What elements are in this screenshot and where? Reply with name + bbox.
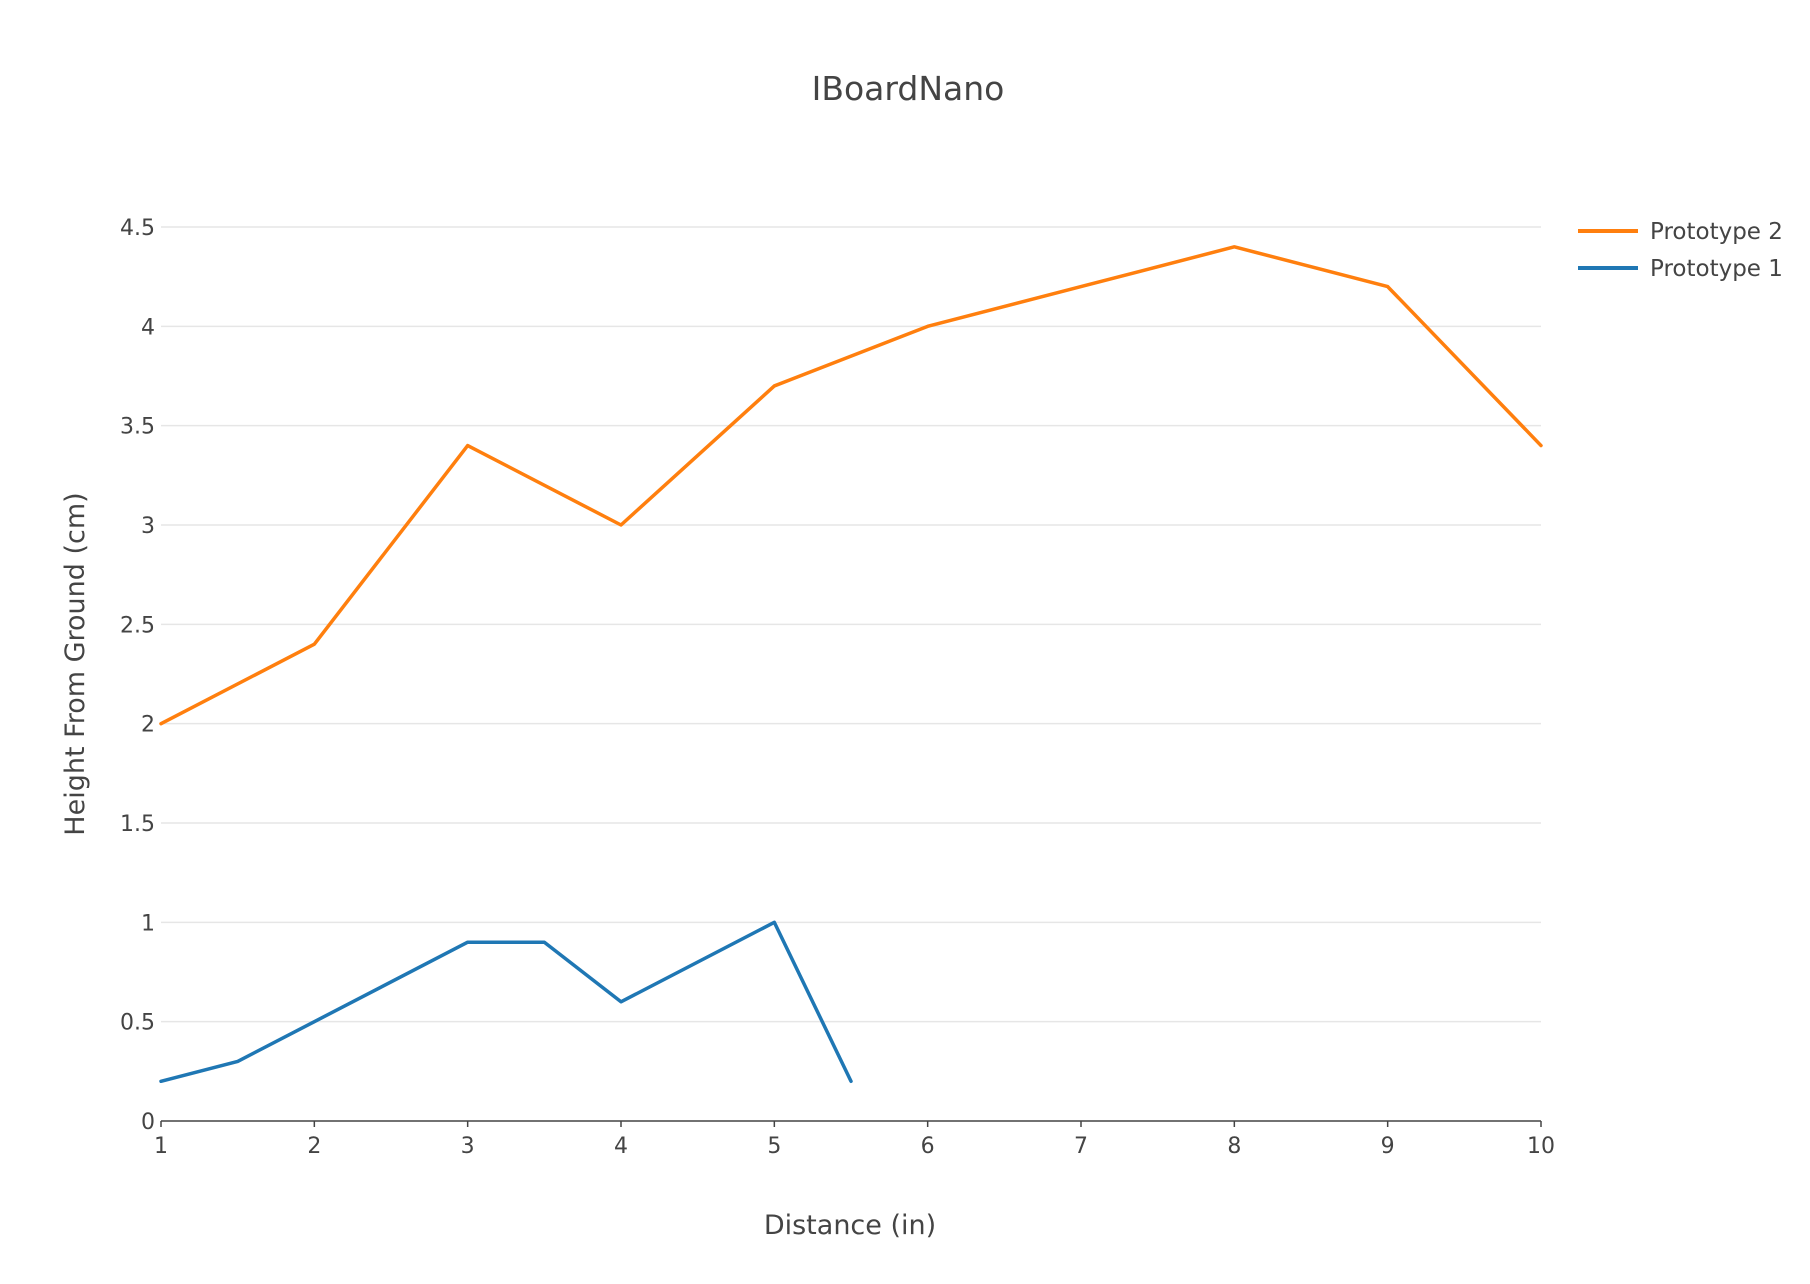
x-tick-label: 8 (1227, 1134, 1241, 1159)
series-lines (157, 243, 1545, 1085)
data-point-prototype-1[interactable] (157, 1077, 165, 1085)
y-tick-label: 4 (141, 315, 155, 340)
y-tick-label: 2 (141, 713, 155, 738)
series-line-prototype-2[interactable] (159, 245, 1543, 726)
x-tick-label: 7 (1074, 1134, 1088, 1159)
y-axis-title: Height From Ground (cm) (60, 492, 91, 835)
axes (160, 1120, 1542, 1127)
data-point-prototype-1[interactable] (310, 1018, 318, 1026)
legend: Prototype 2 Prototype 1 (1578, 219, 1783, 282)
data-point-prototype-2[interactable] (770, 382, 778, 390)
x-tick-label: 6 (921, 1134, 935, 1159)
x-tick-label: 4 (614, 1134, 628, 1159)
y-tick-label: 1.5 (120, 812, 155, 837)
x-axis-title: Distance (in) (764, 1210, 936, 1241)
legend-item-prototype-1[interactable]: Prototype 1 (1578, 256, 1783, 282)
legend-label-prototype-2: Prototype 2 (1650, 219, 1783, 245)
x-tick-label: 3 (461, 1134, 475, 1159)
x-tick-label: 9 (1381, 1134, 1395, 1159)
y-tick-label: 0 (141, 1110, 155, 1135)
data-point-prototype-1[interactable] (617, 998, 625, 1006)
gridlines (161, 226, 1541, 1023)
data-point-prototype-1[interactable] (464, 938, 472, 946)
y-tick-label: 0.5 (120, 1011, 155, 1036)
x-tick-label: 5 (767, 1134, 781, 1159)
y-tick-label: 1 (141, 911, 155, 936)
data-point-prototype-1[interactable] (770, 918, 778, 926)
chart-title: IBoardNano (812, 69, 1005, 108)
data-point-prototype-2[interactable] (1077, 283, 1085, 291)
x-tick-label: 1 (154, 1134, 168, 1159)
data-point-prototype-1[interactable] (540, 938, 548, 946)
data-point-prototype-2[interactable] (157, 720, 165, 728)
legend-item-prototype-2[interactable]: Prototype 2 (1578, 219, 1783, 245)
series-line-prototype-1[interactable] (159, 920, 853, 1084)
legend-label-prototype-1: Prototype 1 (1650, 256, 1783, 282)
data-point-prototype-2[interactable] (617, 521, 625, 529)
data-point-prototype-2[interactable] (464, 442, 472, 450)
y-tick-label: 2.5 (120, 613, 155, 638)
x-tick-label: 10 (1527, 1134, 1555, 1159)
y-tick-label: 3 (141, 514, 155, 539)
data-point-prototype-2[interactable] (924, 322, 932, 330)
tick-labels: 0 0.5 1 1.5 2 2.5 3 3.5 4 4.5 1 2 3 4 5 6 7 8 9 10 (120, 216, 1555, 1159)
data-point-prototype-2[interactable] (1384, 283, 1392, 291)
data-point-prototype-1[interactable] (847, 1077, 855, 1085)
data-point-prototype-2[interactable] (1230, 243, 1238, 251)
data-point-prototype-2[interactable] (310, 640, 318, 648)
x-tick-label: 2 (307, 1134, 321, 1159)
data-point-prototype-2[interactable] (1537, 442, 1545, 450)
y-tick-label: 3.5 (120, 415, 155, 440)
data-point-prototype-1[interactable] (234, 1057, 242, 1065)
y-tick-label: 4.5 (120, 216, 155, 241)
